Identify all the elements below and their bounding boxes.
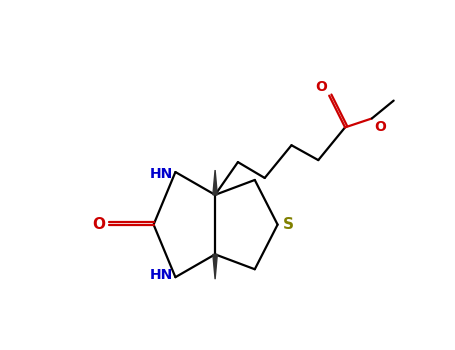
Text: S: S xyxy=(283,217,293,232)
Polygon shape xyxy=(213,170,217,195)
Text: O: O xyxy=(92,217,105,232)
Text: O: O xyxy=(315,80,327,94)
Text: HN: HN xyxy=(150,167,173,181)
Text: HN: HN xyxy=(150,268,173,282)
Polygon shape xyxy=(213,254,217,279)
Text: O: O xyxy=(374,120,386,134)
